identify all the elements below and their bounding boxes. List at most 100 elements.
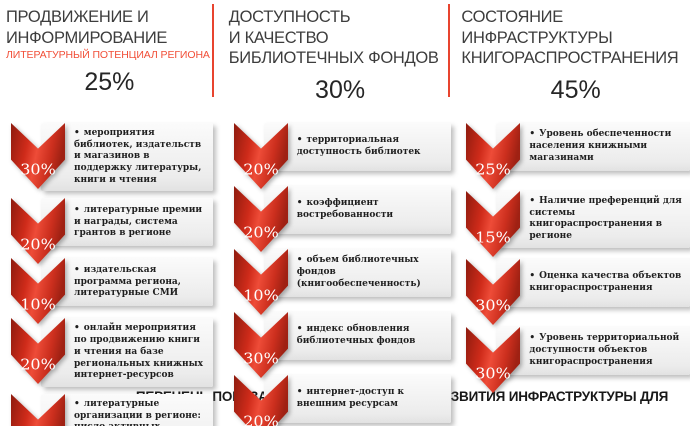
indicator-text: литературные премии и награды, система г… — [74, 204, 203, 239]
chevron-percent-label: 20% — [20, 236, 56, 253]
chevron-arrow-icon: 20% — [233, 375, 288, 426]
chevron-arrow-icon: 25% — [466, 123, 521, 189]
column-weight-percent: 30% — [315, 75, 366, 104]
indicator-list: 30% • мероприятия библиотек, издательств … — [6, 115, 213, 426]
chevron-arrow-icon: 20% — [11, 198, 65, 265]
column-header: ПРОДВИЖЕНИЕ И ИНФОРМИРОВАНИЕ ЛИТЕРАТУРНЫ… — [6, 7, 213, 115]
indicator-box-content: • интернет-доступ к внешним ресурсам — [297, 387, 446, 410]
category-column: СОСТОЯНИЕ ИНФРАСТРУКТУРЫ КНИГОРАСПРОСТРА… — [461, 7, 690, 426]
bullet-icon: • — [296, 255, 303, 266]
indicator-row: 20% • территориальная доступность библиот… — [233, 123, 452, 189]
column-title: СОСТОЯНИЕ ИНФРАСТРУКТУРЫ КНИГОРАСПРОСТРА… — [461, 8, 679, 68]
bullet-icon: • — [74, 128, 80, 138]
chevron-arrow-icon: 30% — [466, 259, 521, 325]
indicator-list: 25% • Уровень обеспеченности населения кн… — [461, 115, 690, 393]
column-subtitle: ЛИТЕРАТУРНЫЙ ПОТЕНЦИАЛ РЕГИОНА — [6, 49, 210, 62]
chevron-percent-label: 20% — [243, 413, 279, 426]
chevron-arrow-icon: 10% — [11, 258, 65, 325]
indicator-text: Уровень территориальной доступности объе… — [529, 333, 680, 367]
indicator-row: 20% • интернет-доступ к внешним ресурсам — [233, 375, 452, 426]
column-weight-percent: 25% — [84, 68, 135, 97]
bullet-icon: • — [529, 129, 536, 140]
chevron-arrow-icon: 15% — [466, 191, 521, 257]
bullet-icon: • — [296, 198, 303, 209]
indicator-row: 20% •литературные организации в регионе:… — [11, 393, 213, 426]
indicator-box: • Оценка качества объектов книгораспростр… — [496, 259, 690, 307]
chevron-percent-label: 10% — [243, 287, 279, 304]
indicator-box: • мероприятия библиотек, издательств и ма… — [41, 123, 213, 192]
indicator-box-content: • Наличие преференций для системы книгора… — [529, 196, 684, 243]
column-divider — [448, 4, 450, 97]
indicator-box: • литературные премии и награды, система … — [41, 198, 213, 247]
indicator-box: • индекс обновления библиотечных фондов — [263, 312, 452, 360]
chevron-arrow-icon: 10% — [233, 249, 288, 315]
indicator-text: интернет-доступ к внешним ресурсам — [296, 387, 405, 409]
chevron-arrow-icon: 30% — [11, 123, 65, 189]
indicator-box: •литературные организации в регионе: чис… — [41, 393, 213, 426]
indicator-text: территориальная доступность библиотек — [296, 135, 421, 157]
chevron-arrow-icon: 30% — [466, 327, 521, 393]
chevron-arrow-icon: 30% — [233, 312, 288, 378]
chevron-percent-label: 30% — [476, 365, 512, 382]
indicator-text: Наличие преференций для системы книгорас… — [529, 196, 682, 242]
chevron-percent-label: 20% — [243, 224, 279, 241]
indicator-row: 30% • Оценка качества объектов книгораспр… — [466, 259, 690, 325]
indicator-box: • Уровень обеспеченности населения книжны… — [496, 123, 690, 171]
bullet-icon: • — [296, 135, 303, 146]
chevron-percent-label: 30% — [476, 297, 512, 314]
chevron-arrow-icon: 20% — [233, 123, 288, 189]
column-weight-percent: 45% — [550, 75, 601, 104]
indicator-box-content: • территориальная доступность библиотек — [297, 135, 446, 158]
indicator-list: 20% • территориальная доступность библиот… — [229, 115, 452, 426]
indicator-box-content: • мероприятия библиотек, издательств и ма… — [74, 128, 207, 186]
indicator-box-content: • Уровень обеспеченности населения книжны… — [529, 129, 684, 164]
indicator-row: 15% • Наличие преференций для системы кни… — [466, 191, 690, 257]
indicator-box-content: • онлайн мероприятия по продвижению книги… — [74, 323, 207, 381]
indicator-text: мероприятия библиотек, издательств и маг… — [74, 128, 202, 185]
bullet-icon: • — [74, 264, 80, 275]
column-header: ДОСТУПНОСТЬ И КАЧЕСТВО БИБЛИОТЕЧНЫХ ФОНД… — [229, 7, 452, 115]
indicator-box-content: • Оценка качества объектов книгораспростр… — [529, 271, 684, 294]
indicator-text: Оценка качества объектов книгораспростра… — [529, 271, 682, 293]
indicator-box: • коэффициент востребованности — [263, 186, 452, 234]
indicator-box: • объем библиотечных фондов (книгообеспеч… — [263, 249, 452, 297]
indicator-box-content: • индекс обновления библиотечных фондов — [297, 324, 446, 347]
indicator-text: коэффициент востребованности — [296, 198, 394, 220]
chevron-percent-label: 25% — [476, 161, 512, 178]
indicator-text: объем библиотечных фондов (книгообеспече… — [296, 255, 421, 289]
column-divider — [212, 4, 214, 97]
indicator-row: 20% • онлайн мероприятия по продвижению к… — [11, 318, 213, 387]
bullet-icon: • — [74, 323, 80, 334]
indicator-box-content: • литературные премии и награды, система … — [74, 205, 207, 240]
indicator-text: Уровень обеспеченности населения книжным… — [529, 129, 672, 163]
bullet-icon: • — [529, 196, 536, 206]
indicator-text: литературные организации в регионе: числ… — [74, 398, 201, 426]
column-header: СОСТОЯНИЕ ИНФРАСТРУКТУРЫ КНИГОРАСПРОСТРА… — [461, 7, 690, 115]
chevron-percent-label: 15% — [476, 229, 512, 246]
indicator-box: • издательская программа региона, литерат… — [41, 258, 213, 307]
indicator-text: онлайн мероприятия по продвижению книги … — [74, 323, 204, 381]
indicator-row: 10% • издательская программа региона, лит… — [11, 258, 213, 325]
category-column: ДОСТУПНОСТЬ И КАЧЕСТВО БИБЛИОТЕЧНЫХ ФОНД… — [229, 7, 452, 426]
indicator-box-content: • объем библиотечных фондов (книгообеспеч… — [297, 255, 446, 290]
chevron-arrow-icon: 20% — [11, 318, 65, 385]
indicator-row: 30% • Уровень территориальной доступности… — [466, 327, 690, 393]
indicator-row: 20% • литературные премии и награды, сист… — [11, 198, 213, 265]
column-title: ДОСТУПНОСТЬ И КАЧЕСТВО БИБЛИОТЕЧНЫХ ФОНД… — [228, 8, 439, 68]
indicator-row: 30% • мероприятия библиотек, издательств … — [11, 123, 213, 192]
indicator-box: • онлайн мероприятия по продвижению книги… — [41, 318, 213, 387]
indicator-row: 20% • коэффициент востребованности — [233, 186, 452, 252]
indicator-box: • территориальная доступность библиотек — [263, 123, 452, 171]
chevron-percent-label: 10% — [20, 296, 56, 313]
indicator-box: • интернет-доступ к внешним ресурсам — [263, 375, 452, 423]
bullet-icon: • — [296, 387, 303, 398]
bullet-icon: • — [74, 398, 80, 409]
chevron-percent-label: 20% — [243, 161, 279, 178]
indicator-row: 25% • Уровень обеспеченности населения кн… — [466, 123, 690, 189]
chevron-arrow-icon: 20% — [233, 186, 288, 252]
indicator-text: издательская программа региона, литерату… — [74, 264, 181, 299]
chevron-percent-label: 30% — [20, 161, 56, 178]
bullet-icon: • — [529, 333, 536, 344]
